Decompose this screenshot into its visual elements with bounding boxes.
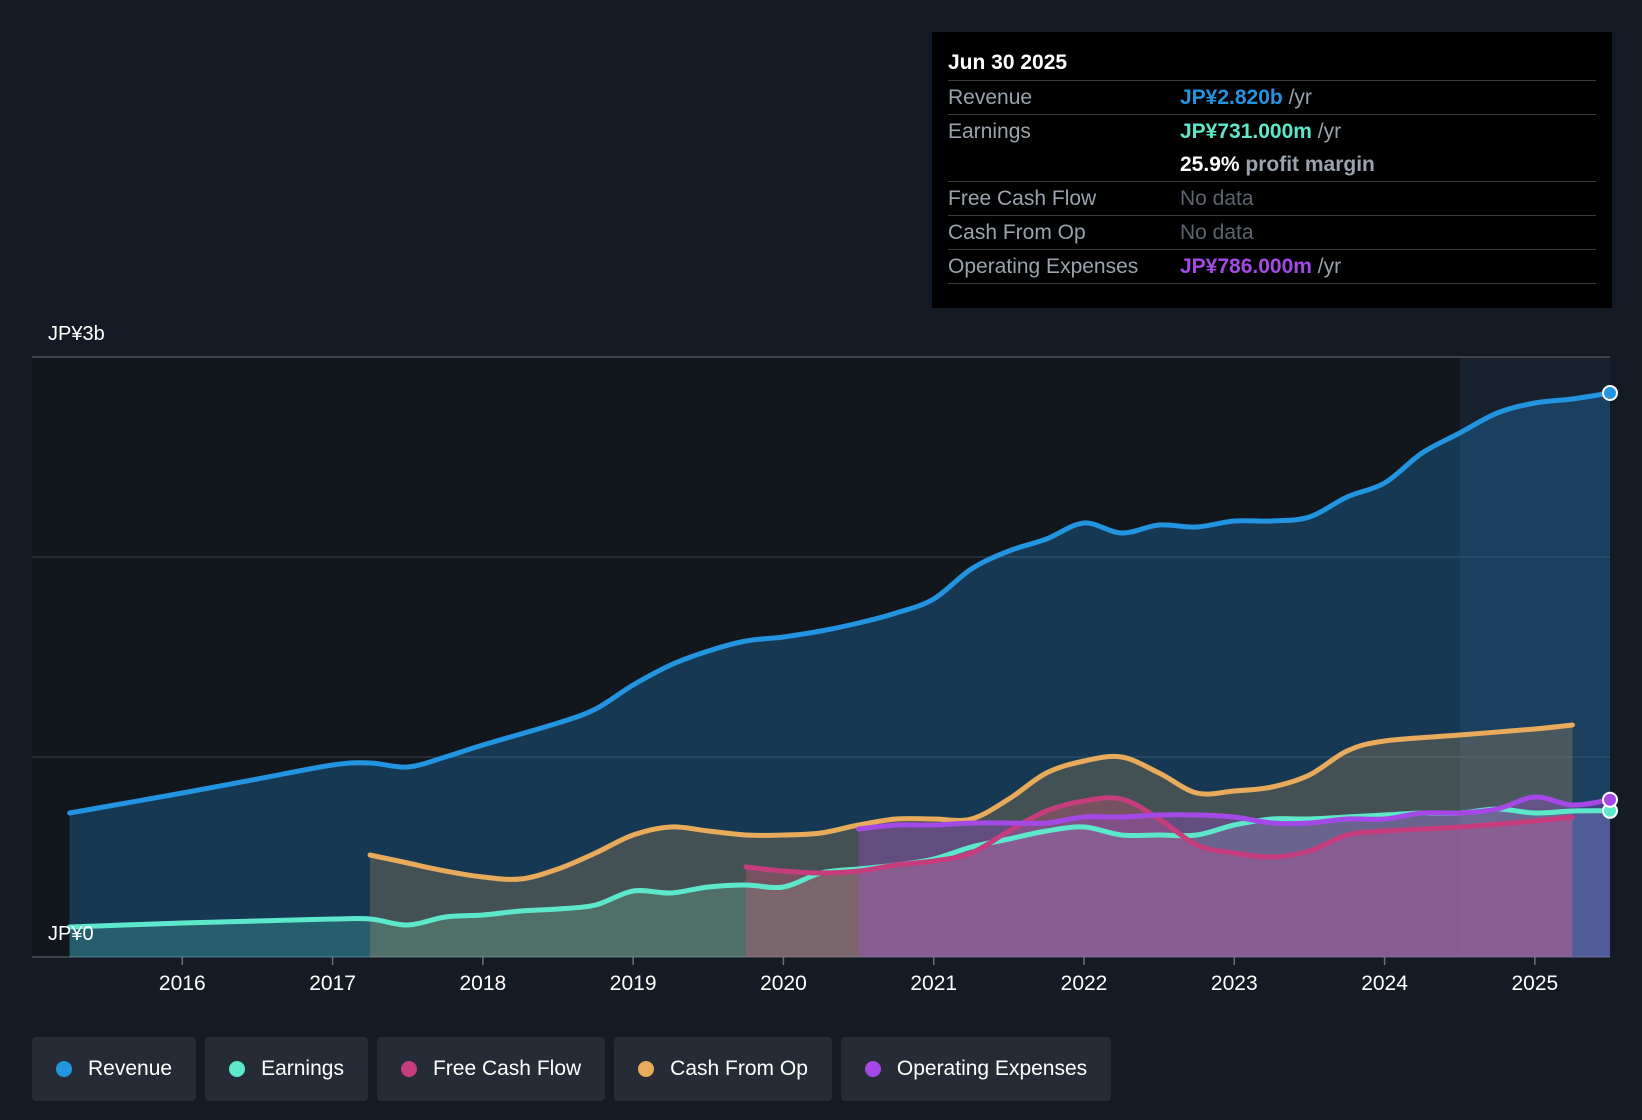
data-tooltip: Jun 30 2025 Revenue JP¥2.820b /yr Earnin…	[932, 32, 1612, 308]
forecast-highlight-region	[1459, 357, 1610, 957]
operating-expenses-area	[858, 796, 1610, 957]
tooltip-unit: /yr	[1317, 120, 1342, 143]
x-axis-tick-label: 2025	[1511, 972, 1558, 995]
chart-legend: Revenue Earnings Free Cash Flow Cash Fro…	[32, 1037, 1112, 1101]
cash-from-op-line	[367, 722, 1575, 882]
tooltip-label: Cash From Op	[948, 221, 1086, 244]
legend-label: Cash From Op	[670, 1057, 808, 1080]
tooltip-unit: profit margin	[1245, 153, 1375, 176]
tooltip-value: JP¥731.000m /yr	[1180, 115, 1341, 148]
legend-dot-icon	[56, 1061, 72, 1077]
legend-dot-icon	[864, 1061, 881, 1077]
tooltip-label	[948, 148, 1180, 181]
legend-item-revenue[interactable]: Revenue	[32, 1037, 197, 1101]
cash-from-op-area	[370, 725, 1573, 957]
y-axis-max-label: JP¥3b	[48, 323, 105, 345]
x-axis-tick-label: 2023	[1211, 972, 1258, 995]
free-cash-flow-area	[745, 797, 1573, 957]
tooltip-unit: /yr	[1317, 255, 1342, 278]
plot-background	[32, 357, 1610, 957]
x-axis-tick-label: 2022	[1061, 972, 1108, 995]
tooltip-row-earnings: Earnings JP¥731.000m /yr	[948, 115, 1596, 148]
tooltip-unit: /yr	[1288, 86, 1312, 109]
legend-label: Free Cash Flow	[432, 1057, 582, 1080]
tooltip-row-revenue: Revenue JP¥2.820b /yr	[948, 81, 1596, 115]
legend-dot-icon	[638, 1061, 655, 1077]
tooltip-value: JP¥2.820b /yr	[1180, 81, 1312, 114]
legend-dot-icon	[229, 1061, 246, 1077]
x-axis-tick-label: 2021	[910, 972, 957, 995]
legend-item-cash-from-op[interactable]: Cash From Op	[614, 1037, 832, 1101]
tooltip-label: Free Cash Flow	[948, 187, 1097, 210]
legend-label: Earnings	[261, 1057, 344, 1080]
legend-item-earnings[interactable]: Earnings	[205, 1037, 368, 1101]
legend-label: Operating Expenses	[896, 1057, 1088, 1080]
tooltip-fcf-value: No data	[1180, 187, 1254, 210]
legend-label: Revenue	[88, 1057, 173, 1080]
tooltip-earnings-value: JP¥731.000m	[1180, 120, 1312, 143]
operating-expenses-line	[856, 794, 1613, 832]
x-axis-tick-label: 2024	[1361, 972, 1408, 995]
legend-item-operating-expenses[interactable]: Operating Expenses	[840, 1037, 1112, 1101]
revenue-line	[67, 390, 1613, 816]
tooltip-row-profit-margin: 25.9% profit margin	[948, 148, 1596, 182]
tooltip-row-operating-expenses: Operating Expenses JP¥786.000m /yr	[948, 250, 1596, 284]
tooltip-label: Earnings	[948, 120, 1031, 143]
x-axis-tick-label: 2016	[159, 972, 206, 995]
x-axis-tick-label: 2017	[309, 972, 356, 995]
operating-expenses-endpoint	[1602, 791, 1618, 808]
earnings-area	[69, 809, 1611, 957]
tooltip-row-cash-from-op: Cash From Op No data	[948, 216, 1596, 250]
x-axis-tick-label: 2018	[459, 972, 506, 995]
tooltip-opex-value: JP¥786.000m	[1180, 255, 1312, 278]
tooltip-row-free-cash-flow: Free Cash Flow No data	[948, 182, 1596, 216]
tooltip-label: Operating Expenses	[948, 255, 1139, 278]
legend-dot-icon	[400, 1061, 417, 1077]
tooltip-margin-value: 25.9%	[1180, 153, 1240, 176]
tooltip-revenue-value: JP¥2.820b	[1180, 86, 1283, 109]
legend-item-free-cash-flow[interactable]: Free Cash Flow	[376, 1037, 606, 1101]
tooltip-label: Revenue	[948, 86, 1033, 109]
tooltip-value: 25.9% profit margin	[1180, 148, 1375, 181]
free-cash-flow-line	[743, 795, 1575, 876]
tooltip-date: Jun 30 2025	[948, 46, 1596, 81]
tooltip-value: JP¥786.000m /yr	[1180, 250, 1341, 283]
x-axis-tick-label: 2019	[610, 972, 657, 995]
x-axis-tick-label: 2020	[760, 972, 807, 995]
tooltip-cfo-value: No data	[1180, 221, 1254, 244]
y-axis-min-label: JP¥0	[48, 923, 94, 945]
revenue-endpoint	[1602, 385, 1618, 401]
